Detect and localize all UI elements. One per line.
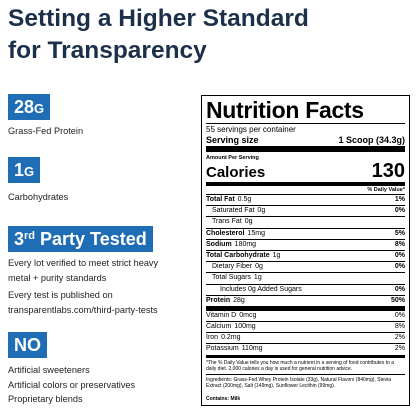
no-list: Artificial sweeteners Artificial colors … [8, 363, 135, 407]
vitamin-name: Vitamin D [206, 311, 237, 319]
nutrient-row: Dietary Fiber 0g 0% [206, 262, 405, 274]
vitamin-name: Iron [206, 334, 219, 342]
nutrient-amount: 0g [257, 207, 266, 215]
vitamin-dv: 2% [394, 345, 405, 353]
vitamin-dv: 8% [394, 323, 405, 331]
nutrient-amount: 0g [255, 263, 263, 271]
badge: 1G [8, 157, 41, 183]
serving-size-label: Serving size [206, 135, 259, 145]
note-line: Every lot verified to meet strict heavy [8, 258, 159, 268]
nutrient-dv: 50% [390, 296, 405, 304]
no-item: Proprietary blends [8, 394, 83, 404]
nutrient-row: Cholesterol 15mg 5% [206, 229, 405, 240]
calories-label: Calories [206, 164, 266, 181]
vitamin-amount: 110mg [241, 345, 263, 353]
nutrient-amount: 15mg [247, 229, 266, 237]
nutrient-name: Total Sugars [212, 274, 251, 282]
servings: 55 servings per container [206, 125, 296, 134]
badge-value: NO [14, 335, 41, 355]
calories: 130 [371, 160, 405, 182]
nutrient-dv: 0% [394, 251, 405, 259]
nutrient-name: Dietary Fiber [212, 263, 253, 271]
nutrient-amount: 180mg [234, 240, 257, 248]
serving-size: 1 Scoop (34.3g) [338, 135, 405, 145]
nutrient-row: Sodium 180mg 8% [206, 240, 405, 251]
nutrient-name: Sodium [206, 240, 232, 248]
amount-per-serving: Amount Per Serving [206, 155, 259, 161]
nutrient-name: Total Fat [206, 196, 235, 203]
nutrient-name: Cholesterol [206, 229, 245, 237]
badge-label: Grass-Fed Protein [8, 126, 84, 136]
nutrient-row: Includes 0g Added Sugars 0% [206, 285, 405, 296]
nutrient-name: Includes 0g Added Sugars [220, 285, 302, 293]
dv-header: % Daily Value* [206, 186, 405, 195]
note: Every lot verified to meet strict heavy … [8, 256, 158, 285]
vitamin-amount: 0.2mg [221, 334, 241, 342]
vitamin-row: Iron 0.2mg 2% [206, 333, 405, 345]
badge: 28G [8, 94, 51, 120]
nutrition-title: Nutrition Facts [206, 97, 405, 124]
nutrient-row: Total Sugars 1g [206, 273, 405, 285]
nutrient-dv: 1% [394, 196, 405, 203]
calories-row: Calories 130 [206, 160, 405, 186]
nutrient-amount: 0.5g [237, 196, 252, 203]
nutrient-row: Protein 28g 50% [206, 296, 405, 311]
nutrient-dv: 0% [394, 285, 405, 293]
badge-ordinal: rd [24, 230, 36, 242]
nutrient-dv: 0% [394, 263, 405, 271]
note: Every test is published on transparentla… [8, 288, 158, 317]
vitamin-dv: 0% [394, 311, 405, 319]
nutrient-dv: 8% [394, 240, 405, 248]
vitamin-amount: 100mg [234, 323, 256, 331]
badge-label: Carbohydrates [8, 192, 69, 202]
title-line: Setting a Higher Standard [8, 5, 309, 32]
ingredients: Ingredients: Grass-Fed Whey Protein Isol… [206, 377, 392, 390]
nutrient-row: Saturated Fat 0g 0% [206, 206, 405, 218]
vitamin-dv: 2% [394, 334, 405, 342]
nutrient-dv: 0% [394, 207, 405, 215]
vitamin-amount: 0mcg [239, 311, 257, 319]
nutrient-amount: 0g [244, 218, 253, 226]
nutrient-name: Total Carbohydrate [206, 251, 270, 259]
nutrient-row: Trans Fat 0g [206, 217, 405, 229]
nutrient-dv: 5% [394, 229, 405, 237]
note-line: Every test is published on [8, 290, 113, 300]
badge-unit: G [34, 101, 45, 116]
badge-number: 3 [14, 229, 25, 249]
badge-text: Party Tested [40, 229, 147, 249]
page-title: Setting a Higher Standard for Transparen… [8, 3, 309, 67]
badge-value: 1 [14, 160, 25, 180]
serving-size-row: Serving size 1 Scoop (34.3g) [206, 135, 405, 152]
nutrient-name: Saturated Fat [212, 207, 255, 215]
badge: 3rd Party Tested [8, 226, 153, 252]
nutrient-amount: 28g [233, 296, 245, 304]
nutrient-name: Trans Fat [212, 218, 242, 226]
vitamin-row: Vitamin D 0mcg 0% [206, 311, 405, 323]
no-item: Artificial sweeteners [8, 365, 90, 375]
footnote: *The % Daily Value tells you how much a … [206, 360, 405, 376]
vitamin-row: Calcium 100mg 8% [206, 322, 405, 334]
note-line: metal + purity standards [8, 272, 107, 283]
note-line: transparentlabs.com/third-party-tests [8, 304, 158, 315]
nutrient-row: Total Carbohydrate 1g 0% [206, 251, 405, 263]
vitamin-name: Calcium [206, 323, 232, 331]
nutrient-amount: 1g [272, 251, 281, 259]
vitamin-name: Potassium [206, 345, 239, 353]
nutrient-name: Protein [206, 296, 231, 304]
no-item: Artificial colors or preservatives [8, 379, 136, 390]
nutrition-label: Nutrition Facts 55 servings per containe… [201, 95, 410, 406]
badge: NO [8, 332, 47, 358]
nutrient-amount: 1g [253, 274, 262, 282]
badge-value: 28 [14, 97, 35, 117]
title-line: for Transparency [8, 37, 207, 64]
contains: Contains: Milk [206, 396, 241, 403]
badge-unit: G [24, 164, 35, 179]
vitamin-row: Potassium 110mg 2% [206, 344, 405, 358]
nutrient-row: Total Fat 0.5g 1% [206, 195, 405, 207]
